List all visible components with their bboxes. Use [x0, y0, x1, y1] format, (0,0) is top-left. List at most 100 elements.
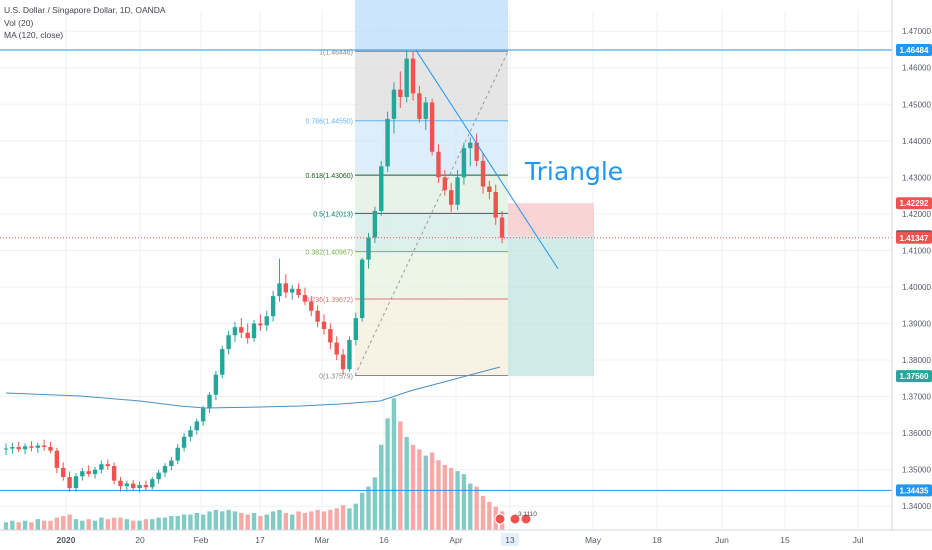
candle-body — [188, 430, 193, 437]
volume-bar — [137, 520, 142, 530]
price-badge — [896, 370, 932, 383]
fib-top-zone — [355, 0, 508, 52]
volume-bar — [239, 512, 244, 530]
volume-bar — [391, 398, 397, 530]
candle-body — [92, 469, 98, 475]
candle-body — [410, 58, 416, 94]
time-axis[interactable]: 2020 20 Feb 17 Mar 16 Apr 13 May 18 Jun 15 Jul — [0, 529, 932, 546]
volume-bar — [480, 495, 486, 530]
volume-bar — [429, 452, 435, 530]
price-badge — [896, 197, 932, 210]
position-stop-zone — [508, 203, 594, 237]
candle-body — [315, 310, 320, 322]
volume-bar — [379, 444, 384, 530]
price-tick-label: 1.40000 — [902, 283, 931, 292]
candle-body — [99, 464, 104, 470]
volume-bar — [449, 468, 454, 530]
volume-bar — [334, 508, 339, 530]
fib-band — [355, 251, 508, 299]
volume-bar — [270, 511, 276, 530]
price-tick-label: 1.46000 — [902, 64, 931, 73]
candle-body — [499, 217, 505, 238]
volume-bar — [67, 514, 72, 530]
fib-level-label: 0.786(1.44550) — [306, 119, 353, 126]
volume-bar — [131, 520, 136, 530]
candle-body — [429, 102, 435, 152]
volume-bar — [309, 511, 314, 530]
volume-bar — [487, 502, 492, 530]
volume-bar — [474, 486, 479, 530]
price-badge — [896, 484, 932, 497]
candle-body — [353, 318, 358, 340]
candle-body — [48, 447, 53, 451]
candle-body — [232, 327, 238, 336]
volume-bar — [162, 517, 168, 530]
symbol-title[interactable]: U.S. Dollar / Singapore Dollar, 1D, OAND… — [4, 5, 166, 15]
volume-bar — [156, 517, 161, 530]
volume-bar — [124, 519, 130, 530]
candle-body — [105, 464, 110, 467]
candle-body — [10, 447, 15, 449]
moving-average-label[interactable]: MA (120, close) — [4, 30, 64, 40]
volume-indicator-label[interactable]: Vol (20) — [4, 17, 34, 28]
candle-body — [468, 142, 473, 149]
candle-body — [398, 89, 403, 97]
fib-band — [355, 298, 508, 376]
price-axis[interactable]: 1.47000 1.46000 1.45000 1.44000 1.43000 1.420… — [891, 0, 932, 530]
candle-body — [455, 177, 460, 205]
candle-body — [156, 472, 161, 480]
us-flag-icon — [509, 513, 521, 525]
candle-body — [194, 421, 199, 431]
price-badge — [896, 44, 932, 57]
candle-body — [111, 466, 117, 481]
price-tick-label: 1.36000 — [902, 429, 931, 438]
candle-body — [181, 436, 187, 448]
price-tick-label: 1.34000 — [902, 502, 931, 511]
volume-bar — [105, 519, 110, 530]
volume-bar — [436, 460, 441, 530]
candle-body — [29, 446, 34, 448]
volume-bar — [340, 505, 346, 530]
volume-bar — [92, 520, 98, 530]
candle-body — [372, 210, 378, 238]
candle-body — [321, 321, 327, 330]
price-badge-label: 1.41347 — [900, 234, 929, 243]
candle-body — [366, 237, 371, 260]
candle-body — [239, 327, 244, 333]
volume-bar — [188, 514, 193, 530]
time-tick-label: 18 — [652, 535, 662, 545]
candle-body — [54, 450, 60, 468]
volume-bar — [175, 516, 180, 530]
candle-body — [493, 191, 498, 218]
volume-bar — [398, 421, 403, 530]
time-tick-label: May — [585, 535, 602, 545]
volume-bars — [3, 398, 505, 530]
price-tick-label: 1.47000 — [902, 27, 931, 36]
volume-bar — [181, 514, 187, 530]
time-tick-label: 20 — [135, 535, 145, 545]
volume-bar — [372, 477, 378, 530]
volume-bar — [207, 511, 212, 530]
time-tick-label: 2020 — [57, 535, 76, 545]
volume-bar — [315, 509, 320, 530]
candle-body — [461, 148, 467, 178]
price-badge-label: 1.34435 — [900, 486, 929, 495]
price-tick-label: 1.42000 — [902, 210, 931, 219]
time-tick-label: 16 — [379, 535, 389, 545]
volume-bar — [296, 511, 301, 530]
volume-bar — [29, 522, 34, 530]
candle-body — [264, 316, 269, 326]
candle-body — [340, 354, 346, 370]
volume-bar — [118, 517, 123, 530]
candle-body — [41, 445, 47, 448]
volume-bar — [220, 511, 225, 530]
price-badge — [896, 231, 932, 244]
candle-body — [131, 483, 136, 488]
time-cursor-highlight — [501, 533, 519, 546]
candle-body — [73, 476, 79, 488]
candle-body — [137, 485, 142, 488]
candle-body — [226, 335, 231, 350]
candle-body — [385, 118, 390, 167]
volume-bar — [461, 474, 467, 530]
